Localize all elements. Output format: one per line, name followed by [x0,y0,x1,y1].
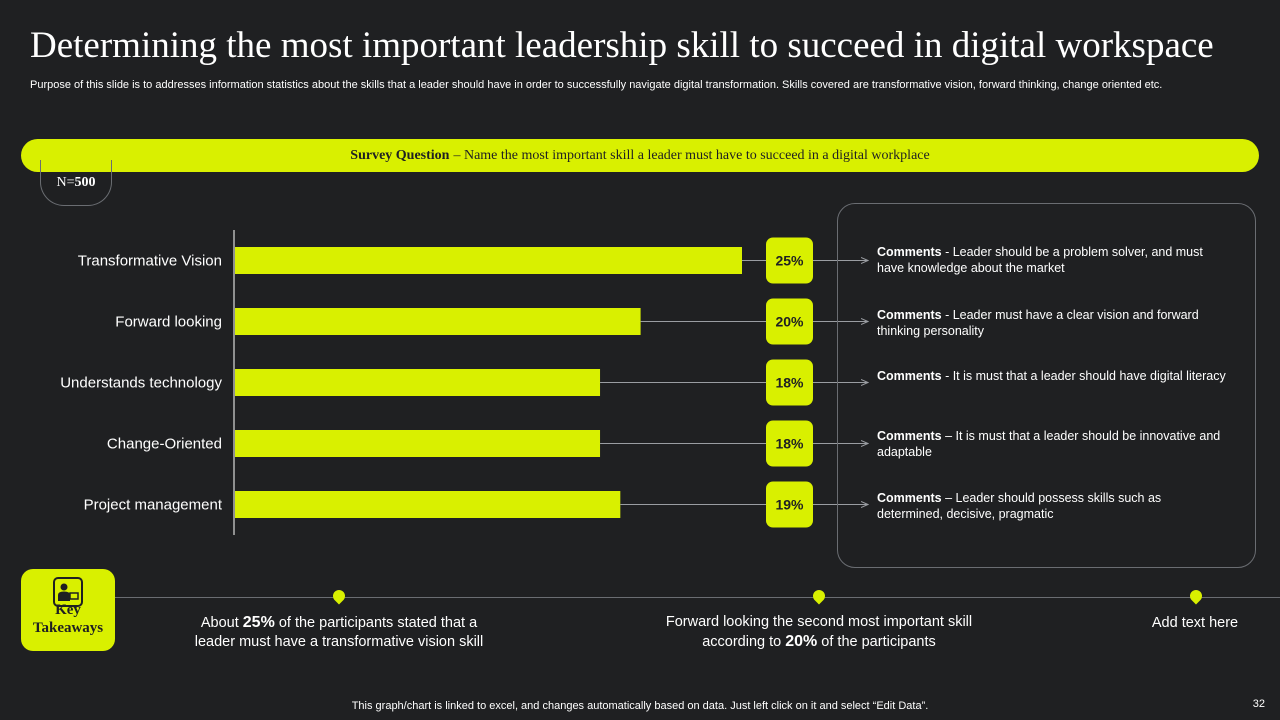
value-badge [766,359,813,406]
comment-item: Comments - It is must that a leader shou… [877,369,1226,383]
takeaways-timeline [115,597,1280,598]
key-takeaways-label: Key Takeaways [32,602,104,636]
page-number: 32 [1252,698,1265,710]
survey-question-label: Survey Question [350,147,450,163]
footer-note: This graph/chart is linked to excel, and… [351,700,929,712]
comment-item: Comments – Leader should possess skills … [877,491,1162,521]
bar[interactable] [235,369,601,396]
value-badge [766,237,813,284]
value-badge [766,420,813,467]
data-label: 25% [775,253,804,269]
survey-question-text: – Name the most important skill a leader… [453,147,930,163]
comment-item: Comments - Leader must have a clear visi… [877,308,1199,338]
category-label: Project management [84,497,223,514]
category-label: Change-Oriented [107,436,222,453]
presenter-icon [53,577,83,607]
data-label: 18% [775,375,804,391]
value-badge [766,298,813,345]
comments-panel [837,203,1256,568]
page-title: Determining the most important leadershi… [30,25,1214,66]
bar[interactable] [235,430,601,457]
page-subtitle: Purpose of this slide is to addresses in… [30,79,1163,91]
comment-item: Comments – It is must that a leader shou… [877,429,1221,459]
comment-item: Comments - Leader should be a problem so… [877,245,1203,275]
bar[interactable] [235,491,621,518]
sample-size-value: 500 [74,174,96,190]
data-label: 18% [775,436,804,452]
data-label: 20% [775,314,804,330]
data-label: 19% [775,497,804,513]
bar[interactable] [235,308,641,335]
value-badge [766,481,813,528]
bar[interactable] [235,247,742,274]
takeaway-text: About 25% of the participants stated tha… [194,614,484,650]
survey-question-banner: Survey Question – Name the most importan… [21,139,1259,172]
category-label: Transformative Vision [78,253,222,270]
takeaway-text[interactable]: Add text here [1151,615,1239,631]
key-takeaways-badge: Key Takeaways [21,569,115,651]
sample-size-prefix: N= [56,174,75,190]
takeaway-text: Forward looking the second most importan… [665,614,973,650]
category-label: Forward looking [115,314,222,331]
category-label: Understands technology [60,375,222,392]
sample-size-badge: N= 500 [40,160,112,206]
